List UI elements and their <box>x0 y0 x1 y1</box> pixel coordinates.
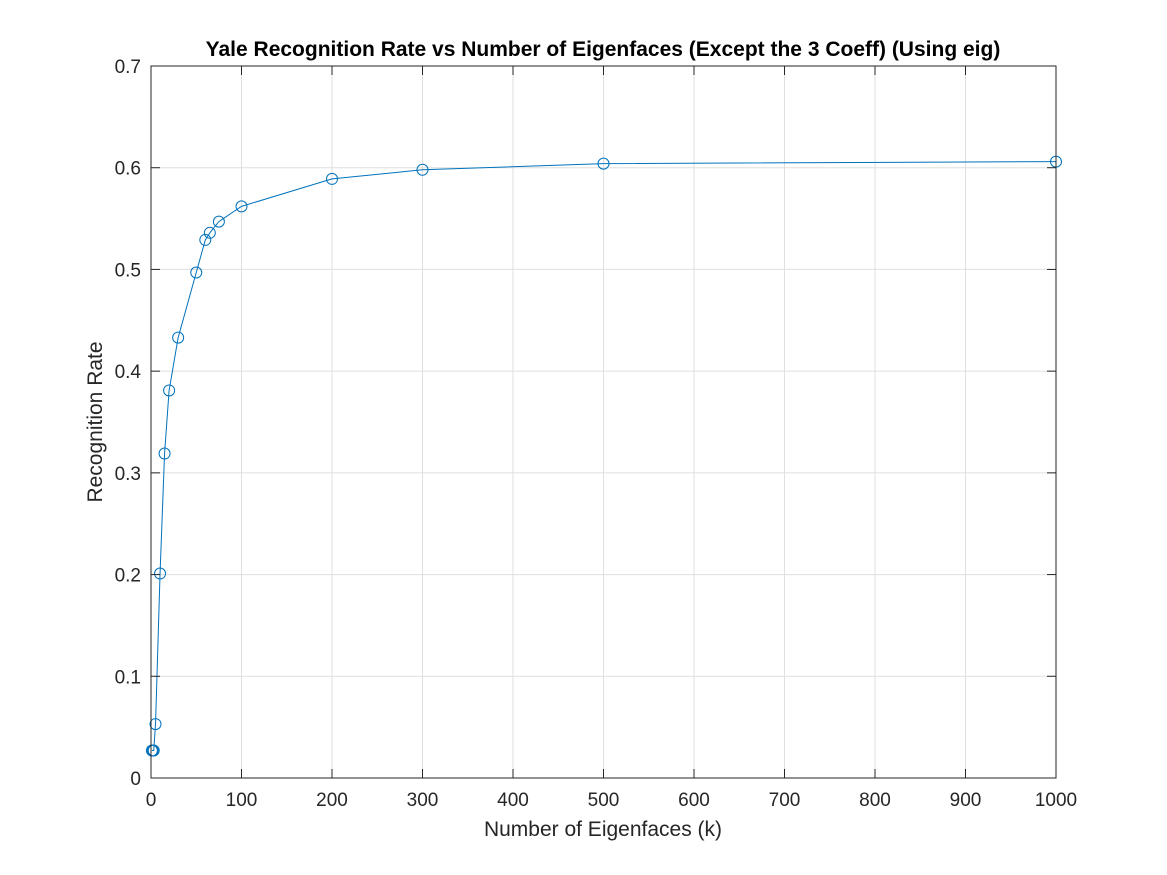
data-point <box>172 331 185 344</box>
data-point <box>154 567 167 580</box>
series-layer <box>145 155 1062 757</box>
data-point <box>149 718 162 731</box>
y-tick-label: 0.5 <box>115 260 141 281</box>
data-point <box>199 233 212 246</box>
tick-labels: 0 100 200 300 400 500 600 700 800 900 1000 0 0.1 0.2 0… <box>115 57 1078 811</box>
series-line <box>151 161 1057 752</box>
x-tick-label: 800 <box>859 790 891 811</box>
x-tick-label: 300 <box>407 790 439 811</box>
y-tick-label: 0.7 <box>115 57 141 78</box>
data-point <box>212 215 225 228</box>
data-point <box>597 157 610 170</box>
chart-title: Yale Recognition Rate vs Number of Eigen… <box>206 38 1001 61</box>
y-axis-title: Recognition Rate <box>84 341 107 502</box>
x-tick-label: 0 <box>146 790 157 811</box>
y-tick-label: 0.2 <box>115 566 141 587</box>
x-tick-label: 400 <box>497 790 529 811</box>
x-tick-label: 200 <box>316 790 348 811</box>
x-tick-label: 900 <box>950 790 982 811</box>
data-point <box>163 384 176 397</box>
data-point <box>147 744 160 757</box>
x-tick-label: 500 <box>588 790 620 811</box>
data-point <box>203 226 216 239</box>
data-point <box>326 172 338 185</box>
x-axis-title: Number of Eigenfaces (k) <box>484 818 722 841</box>
axes <box>150 65 1057 779</box>
data-point <box>158 447 171 460</box>
data-point <box>235 200 248 213</box>
data-point <box>190 266 203 279</box>
y-tick-label: 0 <box>130 769 141 790</box>
y-tick-label: 0.4 <box>115 362 142 383</box>
grid <box>151 66 1056 778</box>
y-tick-label: 0.6 <box>115 159 141 180</box>
x-tick-label: 1000 <box>1035 790 1077 811</box>
x-tick-label: 600 <box>678 790 710 811</box>
y-tick-label: 0.1 <box>115 667 141 688</box>
x-tick-label: 700 <box>769 790 801 811</box>
y-tick-label: 0.3 <box>115 464 141 485</box>
x-tick-label: 100 <box>226 790 258 811</box>
data-point <box>416 163 429 176</box>
